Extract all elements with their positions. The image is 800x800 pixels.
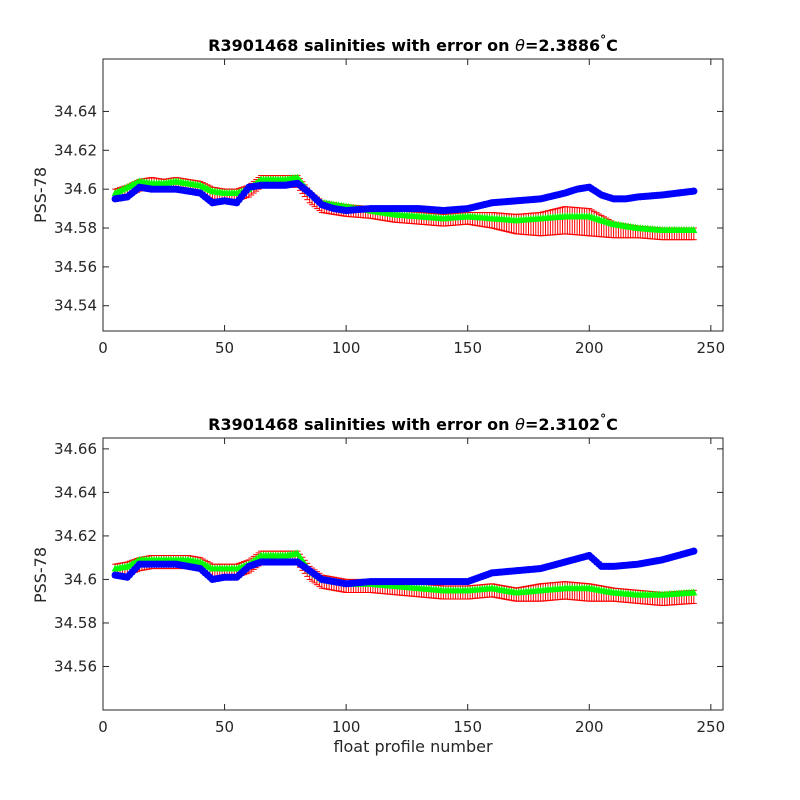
x-axis-label: float profile number	[333, 737, 493, 756]
y-tick-label: 34.64	[54, 483, 97, 501]
y-tick-label: 34.64	[54, 102, 97, 120]
y-tick-label: 34.56	[54, 258, 97, 276]
x-tick-label: 150	[453, 718, 482, 736]
y-tick-label: 34.66	[54, 440, 97, 458]
chart-title: R3901468 salinities with error on θ=2.31…	[208, 412, 618, 434]
y-tick-label: 34.62	[54, 141, 97, 159]
y-axis-label: PSS-78	[31, 167, 50, 223]
x-tick-label: 250	[697, 718, 726, 736]
y-tick-label: 34.6	[64, 180, 97, 198]
raw-point	[690, 188, 697, 195]
y-tick-label: 34.58	[54, 614, 97, 632]
x-tick-label: 100	[332, 718, 361, 736]
x-tick-label: 250	[697, 339, 726, 357]
x-tick-label: 0	[98, 718, 108, 736]
y-tick-label: 34.62	[54, 527, 97, 545]
x-tick-label: 0	[98, 339, 108, 357]
y-tick-label: 34.56	[54, 657, 97, 675]
x-tick-label: 200	[575, 339, 604, 357]
x-tick-label: 150	[453, 339, 482, 357]
y-axis-label: PSS-78	[31, 547, 50, 603]
chart-title: R3901468 salinities with error on θ=2.38…	[208, 33, 618, 55]
y-tick-label: 34.54	[54, 297, 97, 315]
y-tick-label: 34.58	[54, 219, 97, 237]
figure: R3901468 salinities with error on θ=2.38…	[0, 0, 800, 800]
y-tick-label: 34.6	[64, 570, 97, 588]
x-tick-label: 200	[575, 718, 604, 736]
x-tick-label: 50	[215, 339, 234, 357]
raw-point	[690, 548, 697, 555]
x-tick-label: 100	[332, 339, 361, 357]
x-tick-label: 50	[215, 718, 234, 736]
